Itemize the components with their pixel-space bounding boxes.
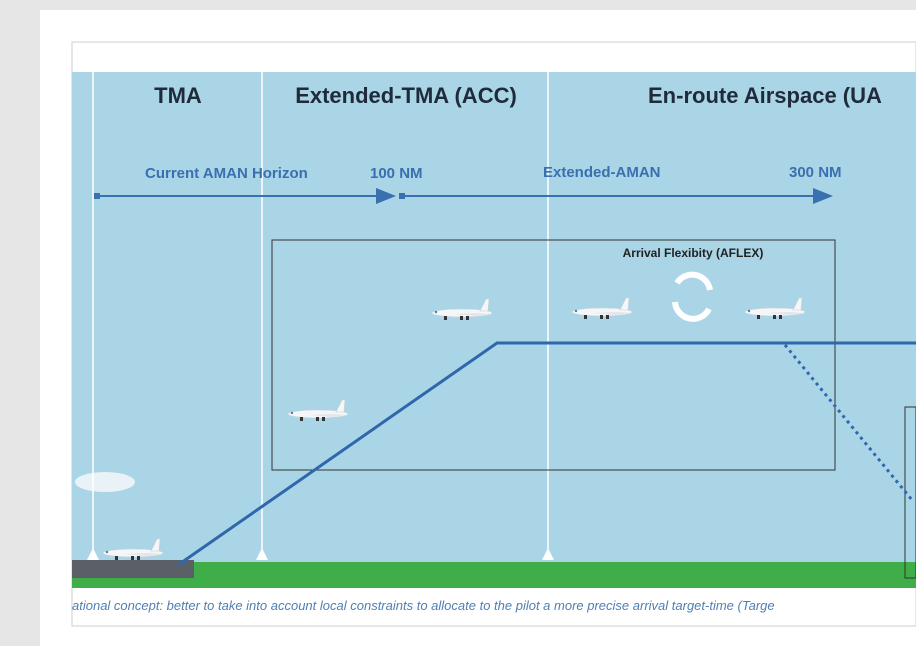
zone-label: TMA [154,83,202,108]
cloud [75,472,135,492]
horizon-label: Current AMAN Horizon [145,165,308,182]
zone-label: En-route Airspace (UA [648,83,882,108]
runway [72,560,194,578]
diagram: TMA Extended-TMA (ACC) En-route Airspace… [72,72,916,613]
horizon-label: 100 NM [370,165,423,182]
horizon-label: Extended-AMAN [543,164,661,181]
horizon-start [94,193,100,199]
aflex-label: Arrival Flexibity (AFLEX) [623,246,764,260]
caption: ational concept: better to take into acc… [72,598,775,613]
zone-label: Extended-TMA (ACC) [295,83,517,108]
horizon-label: 300 NM [789,164,842,181]
screenshot: TMA Extended-TMA (ACC) En-route Airspace… [0,0,916,646]
sky [72,72,916,562]
ground [72,562,916,588]
horizon-start [399,193,405,199]
